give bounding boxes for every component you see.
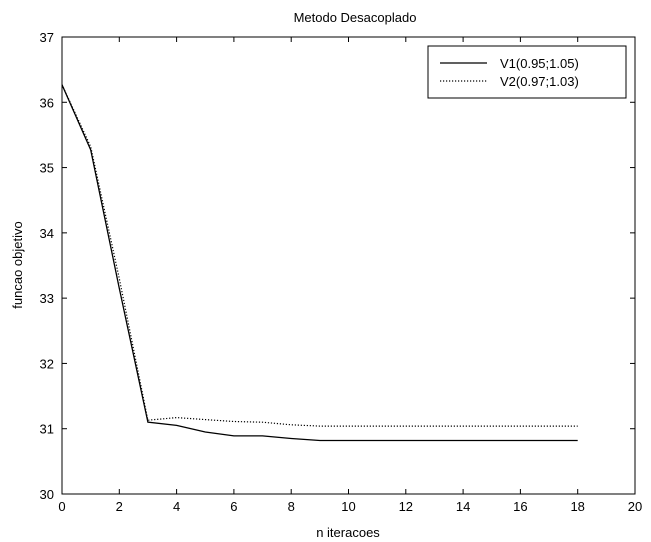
series-2-point [203,418,207,422]
x-tick-label: 8 [288,499,295,514]
y-tick-label: 37 [40,30,54,45]
series-1-point [404,438,408,442]
series-2-point [289,423,293,427]
y-tick-label: 31 [40,422,54,437]
series-1-point [232,434,236,438]
series-1-point [318,438,322,442]
series-1-point [432,438,436,442]
x-tick-label: 10 [341,499,355,514]
series-1-point [576,438,580,442]
series-1-point [117,286,121,290]
x-tick-label: 18 [570,499,584,514]
x-tick-label: 4 [173,499,180,514]
series-2-point [547,424,551,428]
chart-title: Metodo Desacoplado [294,10,417,25]
series-1-point [347,438,351,442]
series-2-point [89,145,93,149]
legend: V1(0.95;1.05) V2(0.97;1.03) [427,45,627,99]
series-2-point [117,277,121,281]
x-tick-label: 20 [628,499,642,514]
series-1-point [375,438,379,442]
series-2-point [146,418,150,422]
y-tick-label: 36 [40,95,54,110]
x-tick-label: 14 [456,499,470,514]
series-2-point [404,424,408,428]
x-tick-label: 6 [230,499,237,514]
series-1-point [490,438,494,442]
series-1-point [518,438,522,442]
series-1-point [175,423,179,427]
series-2-point [461,424,465,428]
series-1-point [289,437,293,441]
y-tick-label: 33 [40,291,54,306]
series-2-point [175,416,179,420]
x-tick-label: 2 [116,499,123,514]
series-1-point [461,438,465,442]
series-2-point [375,424,379,428]
legend-label-v2: V2(0.97;1.03) [500,74,579,89]
series-1-point [547,438,551,442]
series-2-point [232,420,236,424]
x-axis-label: n iteracoes [316,525,380,540]
series-line-1 [61,84,578,442]
series-2-point [518,424,522,428]
y-axis-label: funcao objetivo [10,221,25,308]
series-2-point [261,420,265,424]
series-2-point [347,424,351,428]
legend-label-v1: V1(0.95;1.05) [500,56,579,71]
y-tick-label: 32 [40,356,54,371]
x-tick-label: 0 [58,499,65,514]
y-tick-label: 35 [40,161,54,176]
series-1-point [203,430,207,434]
series-line-2 [61,84,578,427]
y-tick-label: 30 [40,487,54,502]
axis-tick-labels: 0 2 4 6 8 10 12 14 16 18 20 30 31 32 33 34 35 36 37 [40,30,643,514]
series-2-point [490,424,494,428]
series-lines [61,84,578,442]
series-1-point [261,434,265,438]
x-tick-label: 16 [513,499,527,514]
series-2-point [318,424,322,428]
data-points [60,83,580,443]
x-tick-label: 12 [399,499,413,514]
legend-box [427,45,627,99]
y-tick-label: 34 [40,226,54,241]
series-2-point [60,83,64,87]
axis-ticks [61,36,636,495]
series-2-point [432,424,436,428]
series-2-point [576,424,580,428]
